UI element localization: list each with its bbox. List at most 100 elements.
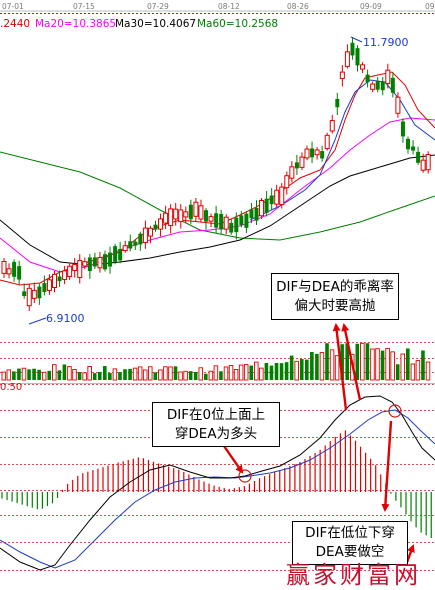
volume-bars bbox=[1, 342, 431, 381]
golden-cross-circle bbox=[238, 469, 252, 483]
volume-bar-down bbox=[299, 359, 304, 380]
annotation-divergence-line2: 偏大时要高抛 bbox=[294, 298, 376, 314]
candle-up bbox=[77, 260, 83, 279]
volume-bar-down bbox=[12, 371, 16, 380]
candle-down bbox=[390, 77, 395, 93]
candle-up bbox=[385, 69, 391, 85]
price-low-label: 6.9100 bbox=[46, 312, 85, 325]
death-cross-circle bbox=[388, 404, 402, 418]
volume-bar-down bbox=[62, 364, 67, 380]
candle-up bbox=[208, 216, 214, 222]
candle-down bbox=[320, 151, 325, 159]
annotation-divergence-line1: DIF与DEA的乖离率 bbox=[276, 279, 394, 295]
volume-bar-up bbox=[233, 369, 239, 381]
date-tick: 09-09 bbox=[360, 2, 382, 11]
volume-bar-up bbox=[238, 364, 244, 381]
candle-up bbox=[420, 159, 426, 171]
candle-up bbox=[82, 261, 88, 267]
candle-up bbox=[344, 51, 350, 67]
candle-up bbox=[425, 154, 431, 171]
volume-bar-up bbox=[178, 371, 183, 381]
volume-bar-up bbox=[158, 369, 163, 381]
volume-bar-down bbox=[37, 369, 41, 380]
candle-up bbox=[289, 166, 295, 179]
candle-down bbox=[12, 261, 17, 277]
date-tick: 09 bbox=[425, 2, 435, 11]
candle-down bbox=[128, 241, 133, 249]
candle-down bbox=[310, 148, 315, 158]
candle-up bbox=[324, 134, 330, 150]
candle-up bbox=[142, 227, 148, 243]
candle-down bbox=[244, 213, 249, 228]
ma60-label: Ma60=10.2568 bbox=[197, 18, 278, 30]
volume-bar-down bbox=[325, 343, 329, 380]
volume-bar-up bbox=[198, 367, 203, 381]
candle-up bbox=[147, 227, 153, 237]
volume-bar-down bbox=[173, 366, 178, 380]
volume-bar-up bbox=[41, 371, 47, 381]
arrow-death-cross-top bbox=[381, 420, 393, 512]
volume-bar-down bbox=[57, 370, 62, 380]
arrow-golden-cross bbox=[223, 445, 244, 474]
candle-up bbox=[304, 148, 310, 159]
candle-up bbox=[360, 64, 366, 70]
candle-down bbox=[153, 224, 158, 230]
candle-down bbox=[87, 257, 92, 272]
candle-up bbox=[122, 245, 128, 251]
volume-bar-up bbox=[213, 365, 219, 381]
volume-bar-up bbox=[390, 351, 395, 381]
volume-bar-up bbox=[228, 365, 234, 381]
volume-bar-down bbox=[395, 364, 400, 380]
volume-bar-down bbox=[249, 365, 254, 380]
volume-bar-up bbox=[82, 372, 87, 381]
candle-down bbox=[214, 213, 219, 228]
volume-bar-down bbox=[97, 372, 102, 380]
candle-down bbox=[118, 248, 123, 261]
candle-up bbox=[299, 156, 305, 168]
volume-bar-up bbox=[360, 342, 365, 381]
volume-bar-up bbox=[132, 367, 138, 381]
candle-down bbox=[204, 210, 208, 222]
volume-bar-down bbox=[274, 363, 279, 380]
volume-bar-up bbox=[415, 360, 421, 381]
candle-down bbox=[264, 198, 269, 213]
annotation-death-cross: DIF在低位下穿 DEA要做空 bbox=[292, 521, 408, 565]
candle-up bbox=[62, 270, 68, 280]
candle-up bbox=[46, 279, 52, 291]
volume-bar-up bbox=[67, 366, 72, 381]
candle-up bbox=[284, 175, 290, 189]
ma-legend: .2440 Ma20=10.3865 Ma30=10.4067 Ma60=10.… bbox=[0, 18, 278, 30]
volume-bar-down bbox=[153, 372, 158, 380]
volume-bar-up bbox=[21, 367, 27, 381]
candle-up bbox=[72, 264, 78, 271]
candlesticks bbox=[1, 37, 431, 312]
candle-up bbox=[158, 218, 164, 230]
candle-up bbox=[52, 273, 57, 289]
volume-bar-up bbox=[254, 361, 259, 381]
volume-bar-down bbox=[204, 373, 208, 380]
dif-dea-lines bbox=[0, 395, 435, 571]
candle-up bbox=[274, 189, 280, 205]
candle-up bbox=[67, 265, 73, 278]
annotation-death-cross-line1: DIF在低位下穿 bbox=[305, 525, 395, 541]
volume-bar-down bbox=[219, 371, 223, 380]
volume-bar-up bbox=[375, 348, 380, 381]
candle-down bbox=[133, 241, 138, 246]
candle-up bbox=[31, 289, 37, 299]
volume-bar-up bbox=[137, 366, 143, 381]
volume-bar-up bbox=[385, 347, 390, 381]
candle-down bbox=[103, 254, 107, 270]
volume-bar-up bbox=[168, 366, 173, 381]
volume-bar-down bbox=[17, 368, 21, 380]
candle-up bbox=[395, 96, 401, 114]
volume-bar-up bbox=[410, 363, 416, 381]
candle-down bbox=[37, 286, 42, 299]
date-tick: 07-29 bbox=[147, 2, 169, 11]
volume-bar-up bbox=[142, 369, 148, 381]
volume-bar-up bbox=[334, 355, 340, 381]
watermark: 赢家财富网 bbox=[286, 561, 421, 589]
candle-up bbox=[279, 186, 285, 206]
volume-bar-up bbox=[425, 361, 431, 381]
candle-down bbox=[400, 121, 405, 137]
candle-down bbox=[57, 276, 62, 282]
